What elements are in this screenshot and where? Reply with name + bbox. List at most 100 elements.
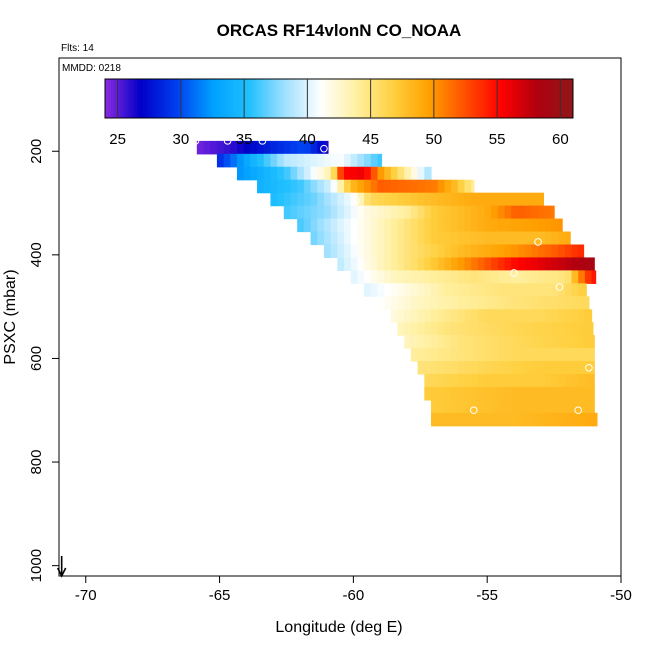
- heatmap-cell: [243, 140, 251, 155]
- heatmap-cell: [404, 166, 412, 181]
- heatmap-cell: [303, 153, 312, 168]
- heatmap-cell: [464, 218, 472, 233]
- heatmap-cell: [544, 244, 553, 259]
- heatmap-cell: [584, 348, 593, 362]
- heatmap-cell: [524, 270, 532, 284]
- colorbar-segment: [219, 79, 223, 118]
- colorbar-segment: [464, 79, 469, 118]
- colorbar-segment: [306, 79, 311, 118]
- heatmap-cell: [384, 270, 392, 284]
- heatmap-cell: [457, 412, 466, 427]
- heatmap-cell: [457, 179, 466, 194]
- heatmap-cell: [477, 244, 486, 259]
- heatmap-cell: [524, 218, 532, 233]
- heatmap-cell: [584, 296, 590, 310]
- colorbar-segment: [567, 79, 571, 118]
- heatmap-cell: [310, 140, 318, 155]
- heatmap-cell: [444, 270, 452, 284]
- heatmap-cell: [464, 412, 472, 427]
- heatmap-cell: [317, 179, 325, 194]
- heatmap-cell: [397, 309, 405, 323]
- colorbar-segment: [224, 79, 229, 118]
- colorbar-segment: [183, 79, 188, 118]
- colorbar-segment: [216, 79, 220, 118]
- heatmap-cell: [377, 218, 385, 233]
- heatmap-cell: [390, 166, 399, 181]
- heatmap-cell: [357, 205, 365, 220]
- heatmap-cell: [303, 166, 312, 181]
- heatmap-cell: [558, 361, 566, 375]
- heatmap-cell: [544, 335, 553, 349]
- heatmap-cell: [424, 335, 432, 349]
- colorbar-segment: [441, 79, 445, 118]
- heatmap-cell: [444, 192, 452, 207]
- heatmap-cell: [524, 386, 532, 401]
- heatmap-cell: [250, 166, 258, 181]
- colorbar-segment: [350, 79, 355, 118]
- heatmap-cell: [277, 192, 285, 207]
- heatmap-cell: [350, 270, 358, 284]
- heatmap-cell: [430, 361, 439, 375]
- heatmap-cell: [283, 166, 292, 181]
- heatmap-cell: [424, 218, 432, 233]
- colorbar-segment: [523, 79, 527, 118]
- heatmap-cell: [477, 309, 486, 323]
- heatmap-cell: [364, 283, 372, 297]
- heatmap-cell: [384, 166, 392, 181]
- heatmap-cell: [370, 205, 379, 220]
- heatmap-cell: [477, 361, 486, 375]
- heatmap-cell: [430, 192, 439, 207]
- heatmap-cell: [417, 296, 425, 310]
- heatmap-cell: [377, 244, 385, 259]
- heatmap-cell: [404, 296, 412, 310]
- heatmap-cell: [517, 283, 526, 297]
- heatmap-cell: [544, 412, 553, 427]
- heatmap-cell: [591, 386, 595, 401]
- heatmap-cell: [444, 335, 452, 349]
- heatmap-cell: [350, 153, 358, 168]
- heatmap-cell: [517, 348, 526, 362]
- heatmap-cell: [417, 179, 425, 194]
- colorbar-segment: [385, 79, 390, 118]
- colorbar-segment: [412, 79, 416, 118]
- colorbar-segment: [125, 79, 129, 118]
- heatmap-cell: [424, 361, 432, 375]
- heatmap-cell: [444, 296, 452, 310]
- colorbar-segment: [309, 79, 314, 118]
- heatmap-cell: [451, 399, 459, 414]
- heatmap-cell: [457, 296, 466, 310]
- heatmap-cell: [484, 296, 492, 310]
- heatmap-cell: [364, 192, 372, 207]
- heatmap-cell: [491, 244, 499, 259]
- heatmap-cell: [578, 348, 586, 362]
- heatmap-cell: [410, 231, 419, 246]
- heatmap-cell: [578, 257, 586, 271]
- heatmap-cell: [283, 192, 292, 207]
- heatmap-cell: [564, 399, 573, 414]
- heatmap-cell: [357, 153, 365, 168]
- observation-point: [448, 491, 457, 500]
- heatmap-cell: [484, 348, 492, 362]
- heatmap-cell: [451, 348, 459, 362]
- heatmap-cell: [444, 179, 452, 194]
- heatmap-cell: [330, 179, 338, 194]
- heatmap-cell: [497, 244, 506, 259]
- heatmap-cell: [397, 244, 405, 259]
- heatmap-cell: [404, 257, 412, 271]
- heatmap-cell: [578, 270, 586, 284]
- heatmap-cell: [551, 348, 559, 362]
- heatmap-cell: [457, 283, 466, 297]
- heatmap-cell: [538, 361, 546, 375]
- heatmap-cell: [564, 296, 573, 310]
- heatmap-cell: [390, 244, 399, 259]
- heatmap-cell: [430, 270, 439, 284]
- heatmap-cell: [364, 257, 372, 271]
- heatmap-cell: [397, 166, 405, 181]
- heatmap-cell: [344, 257, 352, 271]
- colorbar-segment: [453, 79, 457, 118]
- heatmap-cell: [538, 192, 544, 207]
- colorbar-segment: [239, 79, 243, 118]
- heatmap-cell: [337, 218, 345, 233]
- heatmap-cell: [404, 283, 412, 297]
